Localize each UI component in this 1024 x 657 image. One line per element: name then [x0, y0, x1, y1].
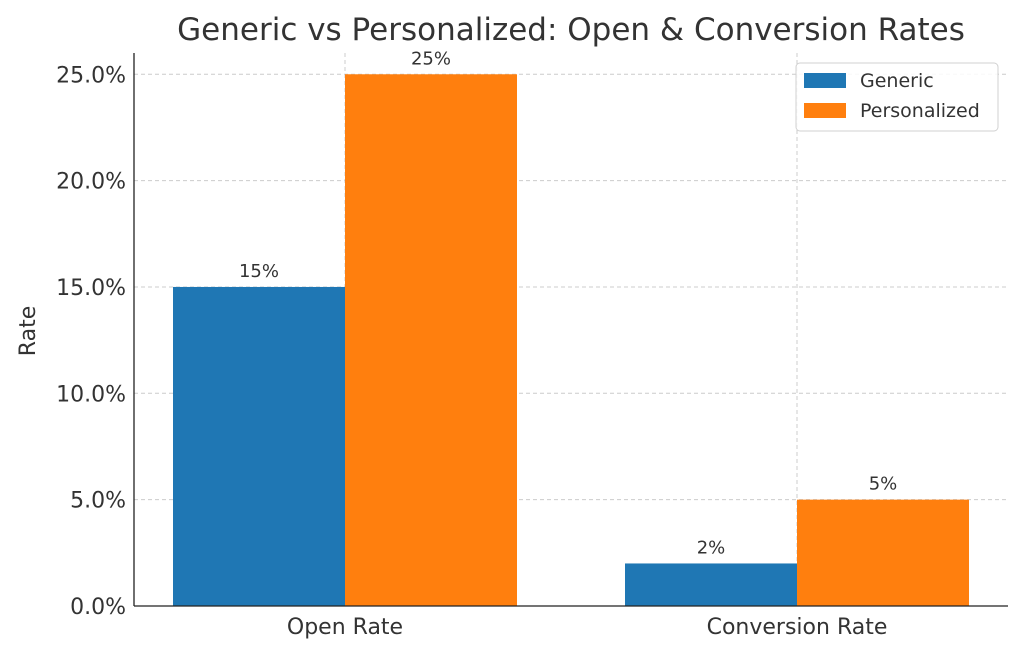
y-tick-label: 10.0% — [56, 382, 126, 407]
x-tick-label: Open Rate — [287, 615, 403, 640]
bar-personalized-conversion-rate — [797, 499, 969, 606]
legend-box — [795, 62, 999, 132]
y-tick-label: 5.0% — [70, 489, 126, 514]
x-tick-label: Conversion Rate — [707, 615, 888, 640]
legend-label-generic: Generic — [860, 70, 934, 92]
legend-swatch-generic — [804, 73, 846, 88]
bar-value-labels: 15% 2% 25% 5% — [239, 48, 897, 558]
tick-labels: 0.0% 5.0% 10.0% 15.0% 20.0% 25.0% Open Rate Con… — [56, 63, 887, 640]
y-tick-label: 20.0% — [56, 170, 126, 195]
bar-value-label: 2% — [697, 537, 726, 558]
bar-value-label: 15% — [239, 261, 279, 282]
bar-personalized-open-rate — [345, 74, 517, 607]
y-tick-label: 25.0% — [56, 63, 126, 88]
axes — [133, 53, 1008, 607]
legend-label-personalized: Personalized — [860, 100, 980, 122]
legend: Generic Personalized — [795, 62, 999, 132]
bar-generic-conversion-rate — [625, 563, 797, 606]
bar-generic-open-rate — [173, 286, 345, 606]
y-axis-label: Rate — [16, 306, 41, 356]
bar-value-label: 25% — [411, 48, 451, 69]
bar-value-label: 5% — [869, 474, 898, 495]
y-tick-label: 0.0% — [70, 595, 126, 620]
y-tick-label: 15.0% — [56, 276, 126, 301]
legend-swatch-personalized — [804, 103, 846, 118]
bars — [173, 74, 969, 607]
chart-title: Generic vs Personalized: Open & Conversi… — [177, 12, 965, 48]
